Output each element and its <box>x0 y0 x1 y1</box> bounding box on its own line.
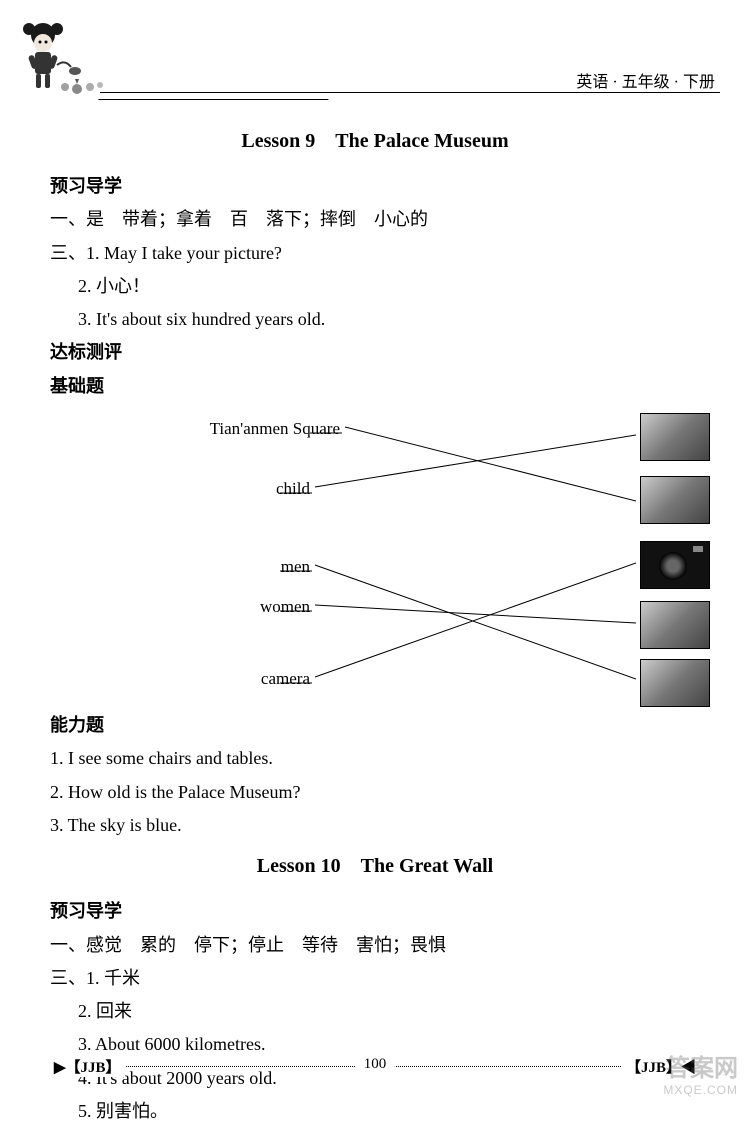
lesson10-line3b: 2. 回来 <box>50 995 700 1028</box>
lesson9-a3: 3. The sky is blue. <box>50 809 700 842</box>
lesson9-base-heading: 基础题 <box>50 370 700 403</box>
lesson9-preview-heading: 预习导学 <box>50 170 700 203</box>
matching-thumb <box>640 413 710 461</box>
lesson9-ability-heading: 能力题 <box>50 709 700 742</box>
footer-left-label: ▶【JJB】 <box>50 1056 125 1077</box>
matching-word: child <box>250 473 310 504</box>
matching-thumb <box>640 659 710 707</box>
matching-thumb <box>640 476 710 524</box>
lesson10-preview-heading: 预习导学 <box>50 895 700 928</box>
matching-word: men <box>250 551 310 582</box>
matching-word: camera <box>250 663 310 694</box>
matching-thumb <box>640 601 710 649</box>
lesson9-line3c: 3. It's about six hundred years old. <box>50 303 700 336</box>
lesson9-line3a: 三、1. May I take your picture? <box>50 237 700 270</box>
page-footer: ▶【JJB】 100 【JJB】◀ <box>0 1051 750 1091</box>
lesson10-line3e: 5. 别害怕。 <box>50 1095 700 1128</box>
matching-thumb <box>640 541 710 589</box>
lesson9-a2: 2. How old is the Palace Museum? <box>50 776 700 809</box>
watermark: 答案网 MXQE.COM <box>663 1048 738 1097</box>
matching-word: Tian'anmen Square <box>180 413 340 444</box>
lesson10-line3a: 三、1. 千米 <box>50 962 700 995</box>
header-subject-label: 英语 · 五年级 · 下册 <box>576 68 715 92</box>
watermark-line2: MXQE.COM <box>663 1083 738 1097</box>
matching-word: women <box>250 591 310 622</box>
lesson9-title: Lesson 9 The Palace Museum <box>50 123 700 160</box>
lesson10-title: Lesson 10 The Great Wall <box>50 848 700 885</box>
matching-diagram: Tian'anmen Square child men women camera <box>150 411 710 701</box>
page-header: 英语 · 五年级 · 下册 <box>0 0 750 105</box>
lesson9-test-heading: 达标测评 <box>50 336 700 369</box>
lesson9-line3b: 2. 小心！ <box>50 270 700 303</box>
header-divider-slant <box>98 92 332 100</box>
lesson9-line1: 一、是 带着；拿着 百 落下；摔倒 小心的 <box>50 203 700 236</box>
lesson9-a1: 1. I see some chairs and tables. <box>50 742 700 775</box>
header-cartoon <box>15 15 115 100</box>
matching-lines <box>150 411 710 701</box>
footer-page-number: 100 <box>356 1056 395 1073</box>
page-content: Lesson 9 The Palace Museum 预习导学 一、是 带着；拿… <box>0 105 750 1128</box>
watermark-line1: 答案网 <box>663 1048 738 1083</box>
lesson10-line1: 一、感觉 累的 停下；停止 等待 害怕；畏惧 <box>50 929 700 962</box>
